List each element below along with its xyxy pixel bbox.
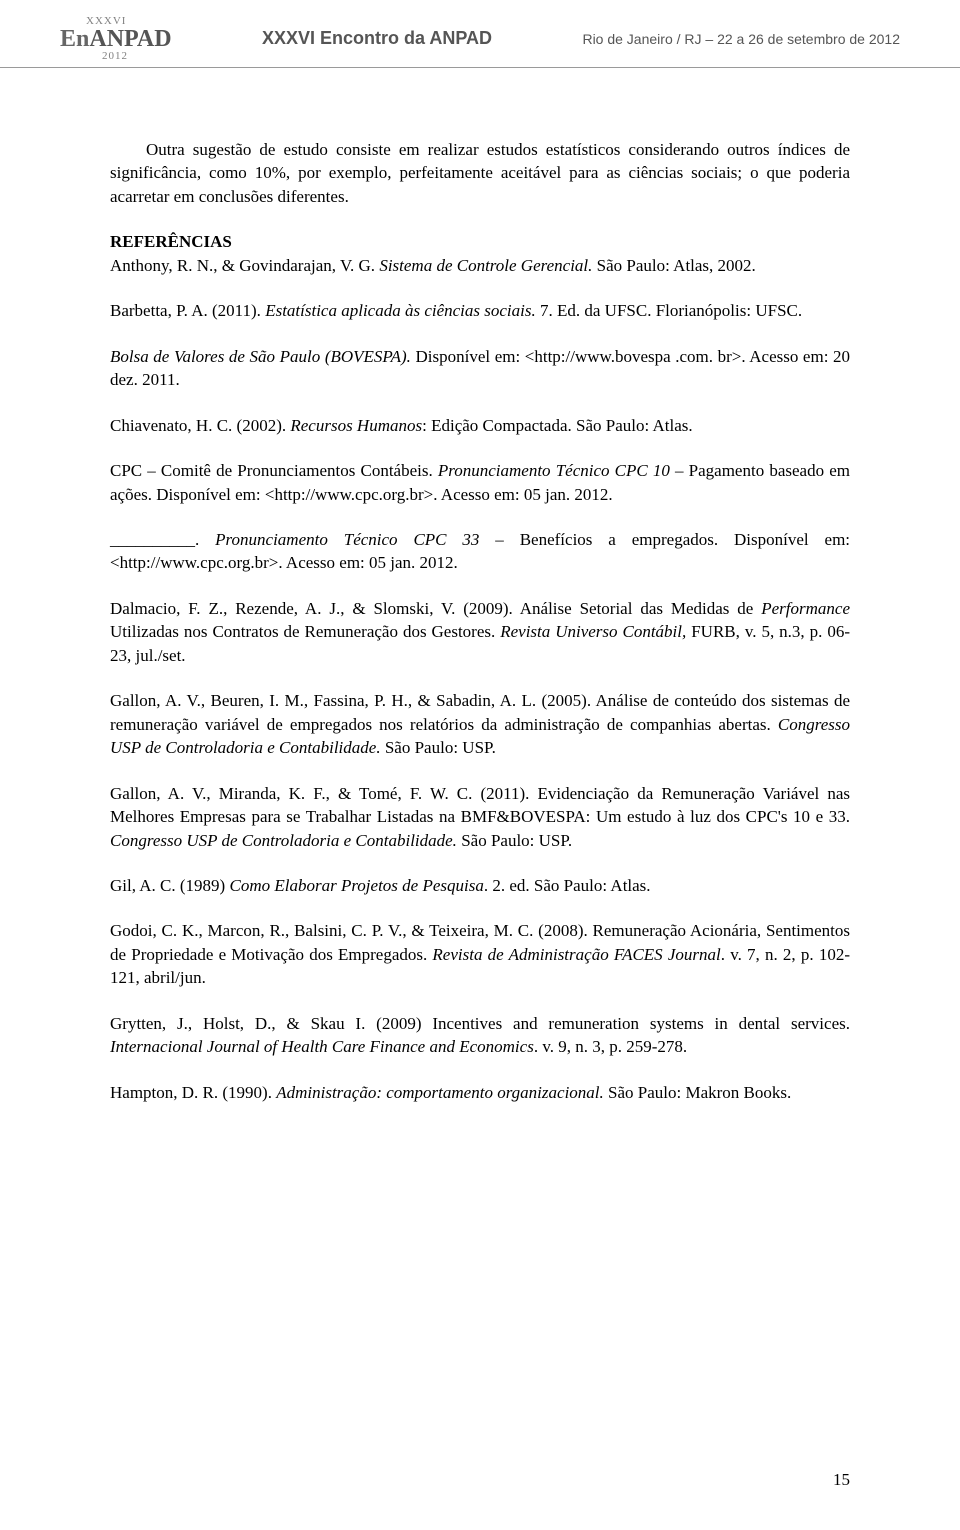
- ref-italic: Pronunciamento Técnico CPC 10 –: [438, 461, 689, 480]
- references-heading: REFERÊNCIAS: [110, 230, 850, 253]
- ref-text: Chiavenato, H. C. (2002).: [110, 416, 290, 435]
- ref-italic: Como Elaborar Projetos de Pesquisa: [229, 876, 483, 895]
- ref-italic: Performance: [761, 599, 850, 618]
- header-title: XXXVI Encontro da ANPAD: [172, 28, 583, 49]
- ref-text: Gallon, A. V., Beuren, I. M., Fassina, P…: [110, 691, 850, 733]
- ref-godoi: Godoi, C. K., Marcon, R., Balsini, C. P.…: [110, 919, 850, 989]
- ref-italic: Internacional Journal of Health Care Fin…: [110, 1037, 534, 1056]
- ref-text: São Paulo: USP.: [457, 831, 572, 850]
- ref-text: Hampton, D. R. (1990).: [110, 1083, 276, 1102]
- ref-italic: Administração: comportamento organizacio…: [276, 1083, 604, 1102]
- ref-cpc33: __________. Pronunciamento Técnico CPC 3…: [110, 528, 850, 575]
- ref-grytten: Grytten, J., Holst, D., & Skau I. (2009)…: [110, 1012, 850, 1059]
- ref-gallon-2011: Gallon, A. V., Miranda, K. F., & Tomé, F…: [110, 782, 850, 852]
- ref-cpc10: CPC – Comitê de Pronunciamentos Contábei…: [110, 459, 850, 506]
- ref-text: São Paulo: USP.: [381, 738, 496, 757]
- logo-en: En: [60, 27, 89, 51]
- ref-italic: Pronunciamento Técnico CPC 33 –: [215, 530, 520, 549]
- ref-text: Gil, A. C. (1989): [110, 876, 229, 895]
- ref-text: . 2. ed. São Paulo: Atlas.: [484, 876, 651, 895]
- ref-anthony: Anthony, R. N., & Govindarajan, V. G. Si…: [110, 254, 850, 277]
- ref-text: Utilizadas nos Contratos de Remuneração …: [110, 622, 500, 641]
- ref-italic: Revista de Administração FACES Journal: [432, 945, 720, 964]
- ref-italic: Congresso USP de Controladoria e Contabi…: [110, 831, 457, 850]
- ref-text: __________.: [110, 530, 215, 549]
- ref-italic: Sistema de Controle Gerencial.: [379, 256, 592, 275]
- ref-dalmacio: Dalmacio, F. Z., Rezende, A. J., & Sloms…: [110, 597, 850, 667]
- page-header: XXXVI EnANPAD 2012 XXXVI Encontro da ANP…: [0, 0, 960, 68]
- logo-year: 2012: [102, 51, 128, 62]
- intro-paragraph: Outra sugestão de estudo consiste em rea…: [110, 138, 850, 208]
- ref-chiavenato: Chiavenato, H. C. (2002). Recursos Human…: [110, 414, 850, 437]
- ref-text: CPC – Comitê de Pronunciamentos Contábei…: [110, 461, 438, 480]
- page-content: Outra sugestão de estudo consiste em rea…: [0, 68, 960, 1104]
- ref-text: Dalmacio, F. Z., Rezende, A. J., & Sloms…: [110, 599, 761, 618]
- ref-text: . v. 9, n. 3, p. 259-278.: [534, 1037, 687, 1056]
- ref-gil: Gil, A. C. (1989) Como Elaborar Projetos…: [110, 874, 850, 897]
- ref-bovespa: Bolsa de Valores de São Paulo (BOVESPA).…: [110, 345, 850, 392]
- ref-text: Anthony, R. N., & Govindarajan, V. G.: [110, 256, 379, 275]
- ref-italic: Bolsa de Valores de São Paulo (BOVESPA).: [110, 347, 411, 366]
- logo-anpad: ANPAD: [89, 27, 171, 51]
- ref-italic: Estatística aplicada às ciências sociais…: [265, 301, 536, 320]
- ref-text: Barbetta, P. A. (2011).: [110, 301, 265, 320]
- ref-gallon-2005: Gallon, A. V., Beuren, I. M., Fassina, P…: [110, 689, 850, 759]
- ref-text: Gallon, A. V., Miranda, K. F., & Tomé, F…: [110, 784, 850, 826]
- ref-text: São Paulo: Atlas, 2002.: [592, 256, 755, 275]
- ref-text: 7. Ed. da UFSC. Florianópolis: UFSC.: [536, 301, 802, 320]
- ref-text: São Paulo: Makron Books.: [604, 1083, 791, 1102]
- header-location-date: Rio de Janeiro / RJ – 22 a 26 de setembr…: [582, 31, 900, 47]
- ref-text: : Edição Compactada. São Paulo: Atlas.: [422, 416, 693, 435]
- ref-hampton: Hampton, D. R. (1990). Administração: co…: [110, 1081, 850, 1104]
- logo-block: XXXVI EnANPAD 2012: [60, 16, 172, 62]
- ref-barbetta: Barbetta, P. A. (2011). Estatística apli…: [110, 299, 850, 322]
- logo-main: EnANPAD: [60, 27, 172, 51]
- ref-italic: Revista Universo Contábil,: [500, 622, 686, 641]
- ref-text: Grytten, J., Holst, D., & Skau I. (2009)…: [110, 1014, 850, 1033]
- ref-italic: Recursos Humanos: [290, 416, 422, 435]
- page-number: 15: [833, 1470, 850, 1490]
- logo-roman: XXXVI: [86, 16, 126, 27]
